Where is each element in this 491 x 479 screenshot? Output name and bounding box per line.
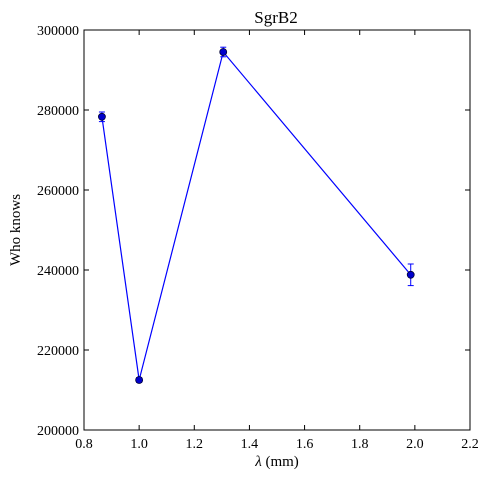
x-tick-label: 2.2 <box>461 437 479 452</box>
y-axis-label: Who knows <box>8 194 24 266</box>
y-tick-label: 220000 <box>37 344 79 359</box>
data-point <box>406 270 415 279</box>
x-tick-label: 1.4 <box>241 437 259 452</box>
data-point <box>219 48 228 56</box>
x-tick-label: 2.0 <box>406 437 424 452</box>
x-tick-label: 1.2 <box>186 437 204 452</box>
plot-frame <box>83 29 471 431</box>
x-axis-ticks: 0.8 1.0 1.2 1.4 1.6 1.8 2.0 2.2 <box>75 30 479 452</box>
y-tick-label: 240000 <box>37 264 79 279</box>
x-tick-label: 1.0 <box>130 437 148 452</box>
x-tick-label: 0.8 <box>75 437 93 452</box>
data-point <box>98 112 106 121</box>
data-point <box>135 376 144 384</box>
y-tick-label: 200000 <box>37 424 79 439</box>
series-line <box>101 50 412 381</box>
y-tick-label: 260000 <box>37 184 79 199</box>
series-layer <box>98 46 415 384</box>
y-tick-label: 300000 <box>37 24 79 39</box>
x-axis-label-symbol: λ <box>254 454 262 470</box>
x-axis-label: λ (mm) <box>254 454 299 470</box>
x-tick-label: 1.8 <box>351 437 369 452</box>
x-axis-label-unit: (mm) <box>262 454 299 470</box>
y-axis-ticks: 200000 220000 240000 260000 280000 300000 <box>37 24 470 439</box>
chart-title: SgrB2 <box>254 8 297 27</box>
y-tick-label: 280000 <box>37 104 79 119</box>
x-tick-label: 1.6 <box>296 437 314 452</box>
